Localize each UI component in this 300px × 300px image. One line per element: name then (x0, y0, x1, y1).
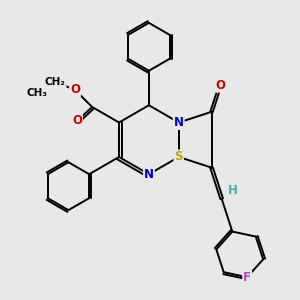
Text: F: F (243, 271, 251, 284)
Text: N: N (174, 116, 184, 129)
Text: O: O (70, 83, 80, 97)
Text: H: H (228, 184, 238, 197)
Text: S: S (175, 151, 183, 164)
Text: CH₃: CH₃ (26, 88, 47, 98)
Text: CH₂: CH₂ (45, 76, 66, 86)
Text: O: O (72, 114, 82, 128)
Text: O: O (215, 79, 225, 92)
Text: N: N (144, 168, 154, 181)
